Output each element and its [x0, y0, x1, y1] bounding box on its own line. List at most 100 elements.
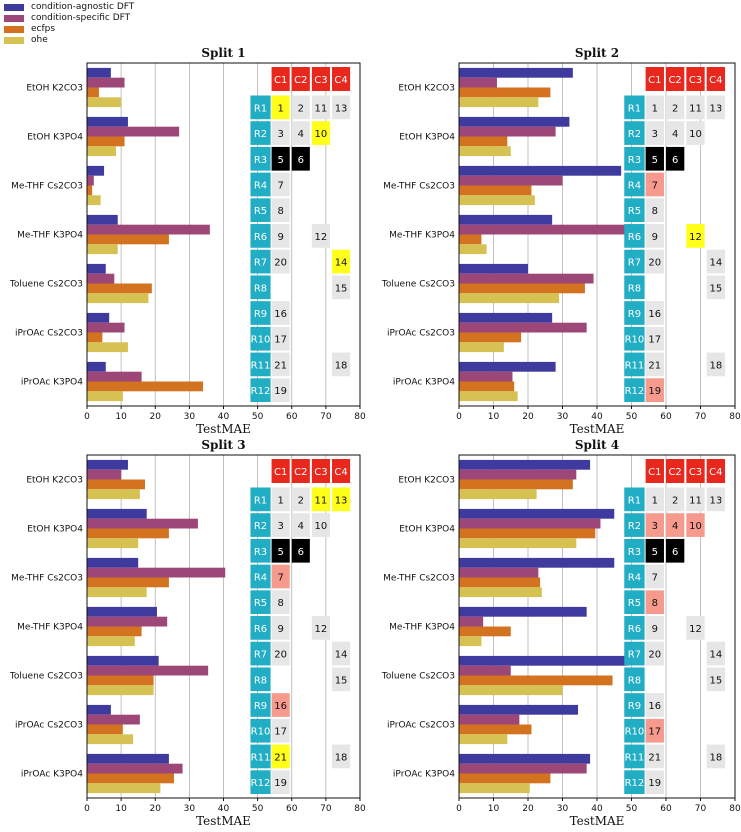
- row-header: [250, 352, 271, 377]
- bar: [87, 567, 226, 578]
- row-header: [624, 513, 645, 537]
- row-header-label: R12: [625, 386, 645, 397]
- bar: [459, 391, 518, 402]
- grid-cell: [271, 121, 290, 145]
- grid-cell-value: 2: [672, 103, 678, 114]
- y-tick-label: Toluene Cs2CO3: [9, 280, 83, 290]
- grid-cell: [645, 744, 664, 769]
- x-tick-label: 0: [84, 804, 90, 814]
- legend-swatch: [4, 37, 24, 44]
- bar: [459, 126, 556, 137]
- row-header: [624, 326, 645, 351]
- grid-cell: [645, 641, 664, 666]
- grid-cell-value: 8: [652, 206, 658, 217]
- column-header: [645, 67, 664, 91]
- bar: [459, 67, 573, 78]
- row-header: [250, 95, 271, 120]
- row-header-label: R2: [254, 521, 267, 532]
- grid-cell-value: 21: [274, 752, 287, 763]
- row-header: [624, 564, 645, 589]
- grid-cell-value: 4: [298, 521, 304, 532]
- bar: [87, 763, 183, 774]
- row-header-label: R12: [251, 778, 271, 789]
- bar: [459, 97, 539, 108]
- bar: [459, 763, 587, 774]
- row-header-label: R3: [628, 547, 641, 558]
- row-header: [624, 198, 645, 223]
- grid-cell: [645, 121, 664, 145]
- x-tick-label: 80: [354, 804, 366, 814]
- grid-cell: [645, 224, 664, 248]
- y-tick-label: EtOH K2CO3: [398, 476, 455, 486]
- bar: [87, 214, 118, 225]
- y-tick-label: EtOH K2CO3: [26, 84, 83, 94]
- grid-cell-value: 7: [652, 572, 658, 583]
- grid-cell-value: 21: [648, 752, 661, 763]
- x-axis-label: TestMAE: [570, 814, 625, 828]
- grid-cell: [271, 538, 290, 563]
- bar: [459, 714, 520, 725]
- x-tick-label: 50: [626, 804, 638, 814]
- row-header-label: R1: [254, 495, 267, 506]
- grid-cell: [665, 538, 685, 563]
- bar: [87, 489, 140, 500]
- row-header-label: R1: [254, 103, 267, 114]
- legend-swatch: [4, 15, 24, 22]
- column-header-label: C2: [668, 75, 681, 86]
- x-tick-label: 60: [660, 804, 672, 814]
- column-header: [706, 459, 726, 483]
- row-header: [624, 95, 645, 120]
- x-tick-label: 10: [488, 804, 500, 814]
- grid-cell: [645, 326, 664, 351]
- column-header-label: C1: [648, 467, 661, 478]
- bar: [87, 224, 210, 235]
- row-header: [624, 301, 645, 325]
- y-tick-label: EtOH K3PO4: [399, 525, 455, 535]
- bar: [459, 283, 585, 294]
- bar: [87, 332, 103, 343]
- grid-cell-value: 2: [298, 103, 304, 114]
- grid-cell-value: 3: [652, 521, 658, 532]
- grid-cell-value: 15: [709, 283, 722, 294]
- grid-cell-value: 17: [274, 727, 287, 738]
- x-tick-label: 10: [115, 412, 127, 422]
- chart-panel-2: EtOH K2CO3 EtOH K3PO4 Me-THF Cs2CO3 Me-THF …: [381, 46, 741, 436]
- row-header-label: R4: [628, 180, 641, 191]
- grid-cell-value: 10: [689, 129, 702, 140]
- bar: [87, 557, 139, 568]
- x-tick-label: 0: [456, 412, 462, 422]
- bar: [459, 234, 482, 245]
- y-tick-label: EtOH K2CO3: [26, 476, 83, 486]
- x-tick-label: 20: [522, 804, 534, 814]
- column-header-label: C2: [294, 75, 307, 86]
- legend: condition-agnostic DFT condition-specifi…: [4, 2, 134, 46]
- bar: [459, 773, 551, 784]
- row-header-label: R8: [628, 675, 641, 686]
- x-tick-label: 10: [488, 412, 500, 422]
- grid-cell: [271, 513, 290, 537]
- row-header: [250, 172, 271, 197]
- bar: [87, 185, 93, 196]
- chart-panel-3: EtOH K2CO3 EtOH K3PO4 Me-THF Cs2CO3 Me-THF …: [9, 438, 366, 828]
- row-header: [250, 249, 271, 274]
- bar: [459, 557, 615, 568]
- grid-cell: [271, 616, 290, 640]
- column-header-label: C3: [314, 467, 327, 478]
- row-header-label: R11: [625, 752, 645, 763]
- grid-cell: [686, 616, 705, 640]
- grid-cell-value: 21: [648, 360, 661, 371]
- column-header: [686, 459, 705, 483]
- legend-label: ecfps: [31, 24, 56, 34]
- bar: [459, 655, 629, 666]
- grid-cell-value: 12: [315, 232, 328, 243]
- chart-panel-4: EtOH K2CO3 EtOH K3PO4 Me-THF Cs2CO3 Me-THF …: [381, 438, 741, 828]
- column-header-label: C3: [689, 467, 702, 478]
- bar: [459, 77, 497, 88]
- grid-cell-value: 4: [672, 129, 678, 140]
- bar: [87, 165, 105, 176]
- bar: [87, 146, 117, 157]
- column-header: [686, 67, 705, 91]
- column-header-label: C3: [689, 75, 702, 86]
- row-header: [250, 121, 271, 145]
- row-header-label: R9: [254, 309, 267, 320]
